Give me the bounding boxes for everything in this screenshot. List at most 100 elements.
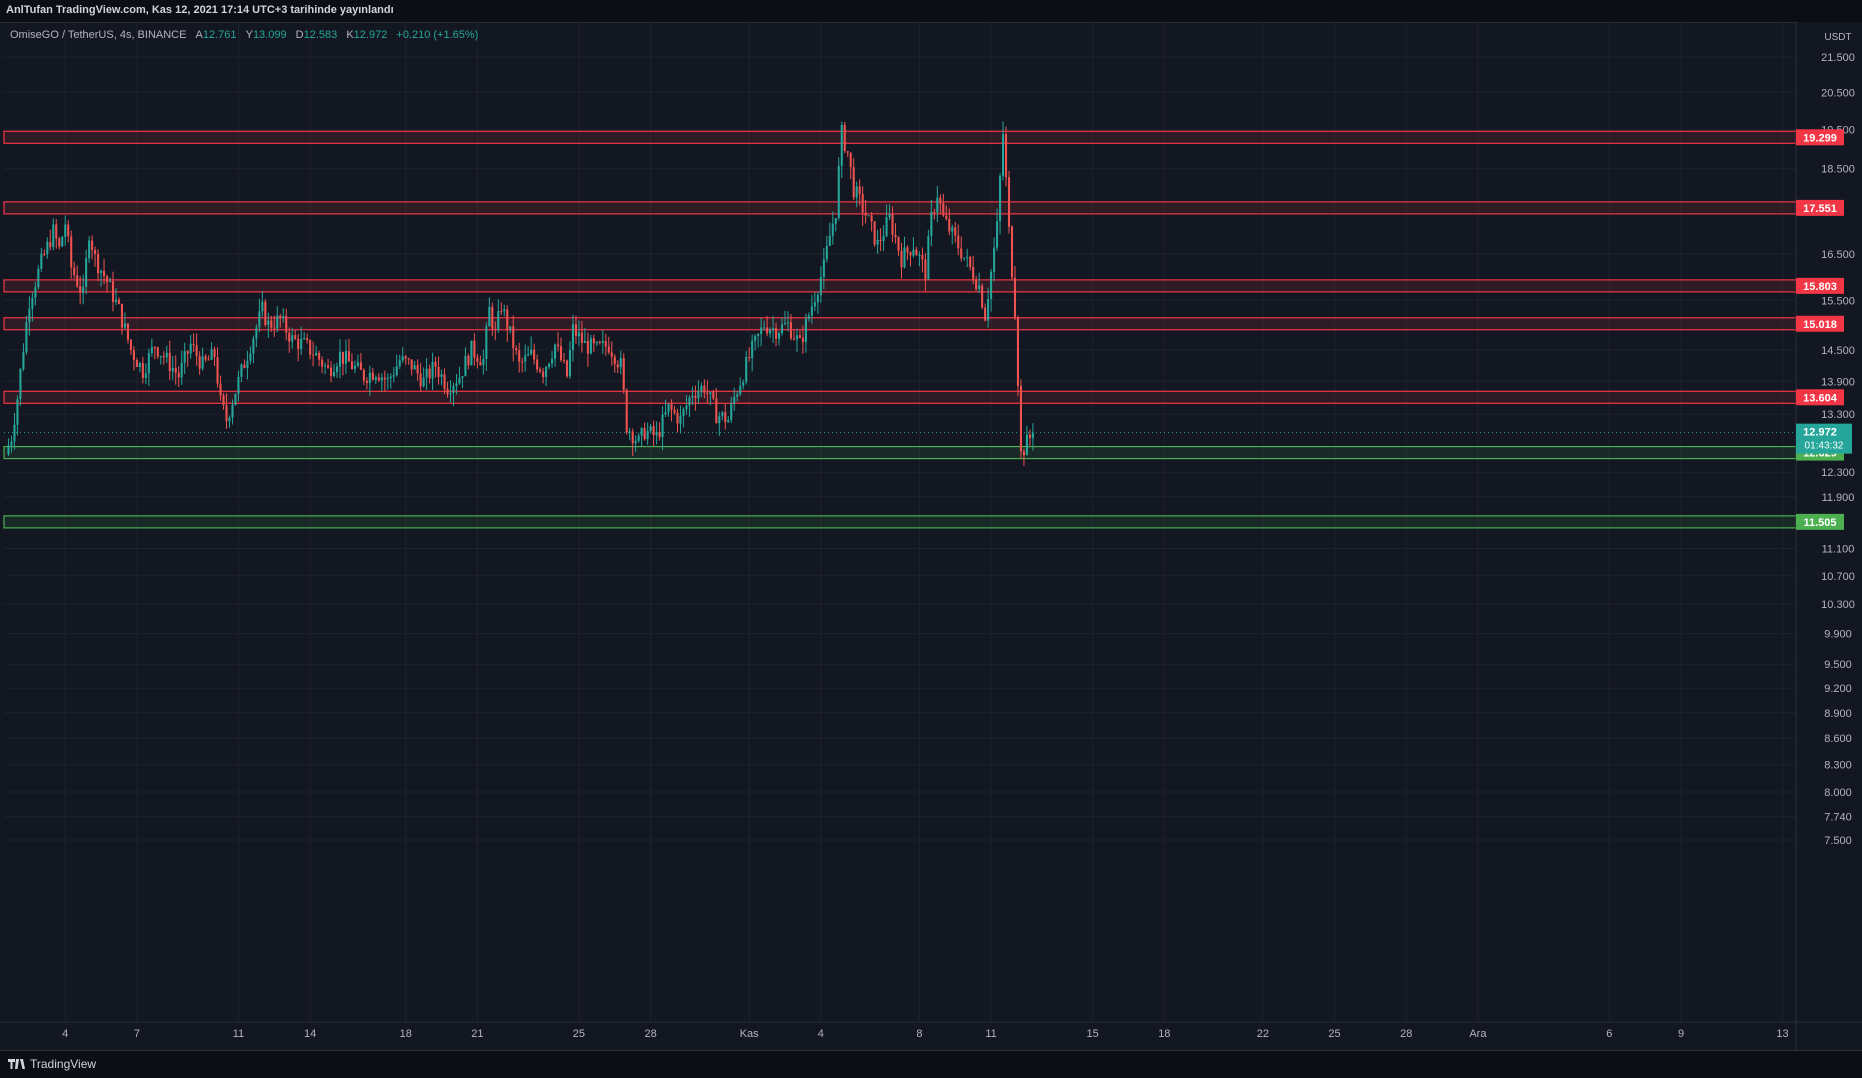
x-tick-label: 25: [573, 1028, 585, 1040]
level-price-label: 15.018: [1803, 319, 1837, 331]
candle-body: [691, 395, 694, 398]
candle-body: [855, 186, 858, 198]
y-tick-label: 13.900: [1821, 376, 1855, 388]
brand[interactable]: TradingView: [8, 1057, 96, 1071]
candle-body: [772, 328, 775, 330]
candle-body: [996, 221, 999, 248]
candle-body: [894, 234, 897, 238]
candle-body: [972, 266, 975, 281]
candle-body: [876, 239, 879, 245]
candle-body: [783, 323, 787, 325]
candle-body: [664, 412, 667, 415]
candle-body: [1022, 451, 1025, 456]
x-tick-label: 11: [233, 1028, 244, 1040]
candle-body: [634, 440, 637, 444]
candle-body: [216, 357, 219, 384]
candle-body: [126, 323, 129, 340]
candle-body: [724, 412, 727, 423]
candle-body: [219, 383, 222, 396]
candle-body: [939, 197, 942, 204]
candle-body: [769, 329, 772, 334]
candle-body: [16, 399, 19, 425]
candle-body: [760, 327, 763, 334]
level-zone-resistance: [3, 390, 1797, 404]
candle-body: [703, 385, 706, 393]
x-tick-label: 15: [1087, 1028, 1099, 1040]
candle-body: [377, 377, 380, 381]
candle-body: [700, 385, 703, 392]
candle-body: [297, 338, 300, 349]
y-tick-label: 10.300: [1821, 599, 1855, 611]
candle-body: [43, 253, 46, 255]
y-tick-label: 18.500: [1821, 164, 1855, 176]
candle-body: [413, 365, 416, 370]
x-tick-label: 4: [62, 1028, 68, 1040]
x-tick-label: 8: [916, 1028, 922, 1040]
open-label: A: [195, 29, 203, 41]
candle-body: [951, 227, 954, 232]
x-tick-label: 25: [1328, 1028, 1340, 1040]
candle-body: [640, 428, 643, 436]
candle-body: [990, 271, 993, 299]
level-zone-resistance: [3, 317, 1797, 331]
candle-body: [204, 356, 207, 360]
candle-body: [649, 426, 652, 432]
candle-body: [40, 253, 43, 269]
level-lines: [3, 130, 1797, 529]
x-tick-label: 13: [1776, 1028, 1788, 1040]
candle-body: [715, 398, 718, 424]
candle-body: [625, 389, 628, 433]
candle-body: [49, 242, 52, 248]
candle-body: [930, 212, 933, 236]
candle-body: [461, 376, 464, 378]
candle-body: [153, 347, 156, 349]
candle-body: [100, 270, 103, 274]
candle-body: [341, 351, 345, 364]
candle-body: [183, 351, 186, 363]
candle-body: [777, 333, 781, 339]
candle-body: [960, 248, 963, 259]
candle-body: [757, 333, 760, 336]
grid: [4, 22, 1796, 1021]
y-tick-label: 15.500: [1821, 295, 1855, 307]
symbol-legend: OmiseGO / TetherUS, 4s, BINANCE A12.761 …: [10, 29, 478, 41]
candle-body: [108, 281, 112, 283]
candle-body: [255, 327, 258, 339]
candle-body: [288, 332, 291, 342]
candle-body: [180, 362, 183, 378]
candle-body: [975, 280, 978, 290]
y-tick-label: 9.900: [1824, 629, 1852, 641]
tradingview-logo-icon: [8, 1059, 25, 1069]
candle-body: [353, 365, 356, 369]
y-tick-label: 12.300: [1821, 467, 1855, 479]
candle-body: [754, 335, 757, 341]
candle-body: [141, 363, 144, 378]
y-tick-label: 13.300: [1821, 409, 1855, 421]
candle-body: [601, 340, 604, 344]
candle-body: [966, 256, 969, 258]
close-label: K: [346, 29, 354, 41]
price-chart[interactable]: 21.50020.50019.50018.50016.50015.50014.5…: [0, 22, 1862, 1050]
candle-body: [1001, 134, 1005, 177]
candle-body: [631, 431, 634, 444]
candle-body: [46, 242, 49, 255]
candle-body: [103, 270, 106, 277]
candle-body: [237, 376, 240, 394]
candle-body: [795, 335, 799, 340]
candle-body: [745, 356, 748, 383]
candle-body: [730, 403, 733, 420]
open-value: 12.761: [202, 29, 237, 41]
candle-body: [61, 236, 64, 247]
candle-body: [542, 371, 545, 377]
candle-body: [114, 299, 118, 302]
candle-body: [924, 259, 927, 280]
candle-body: [888, 214, 891, 218]
candle-body: [879, 239, 882, 241]
candle-body: [912, 249, 915, 256]
candle-body: [622, 357, 625, 390]
candle-body: [978, 285, 981, 290]
high-value: 13.099: [252, 29, 287, 41]
candle-body: [981, 285, 984, 308]
candle-body: [589, 338, 592, 354]
y-tick-label: 9.500: [1824, 659, 1852, 671]
